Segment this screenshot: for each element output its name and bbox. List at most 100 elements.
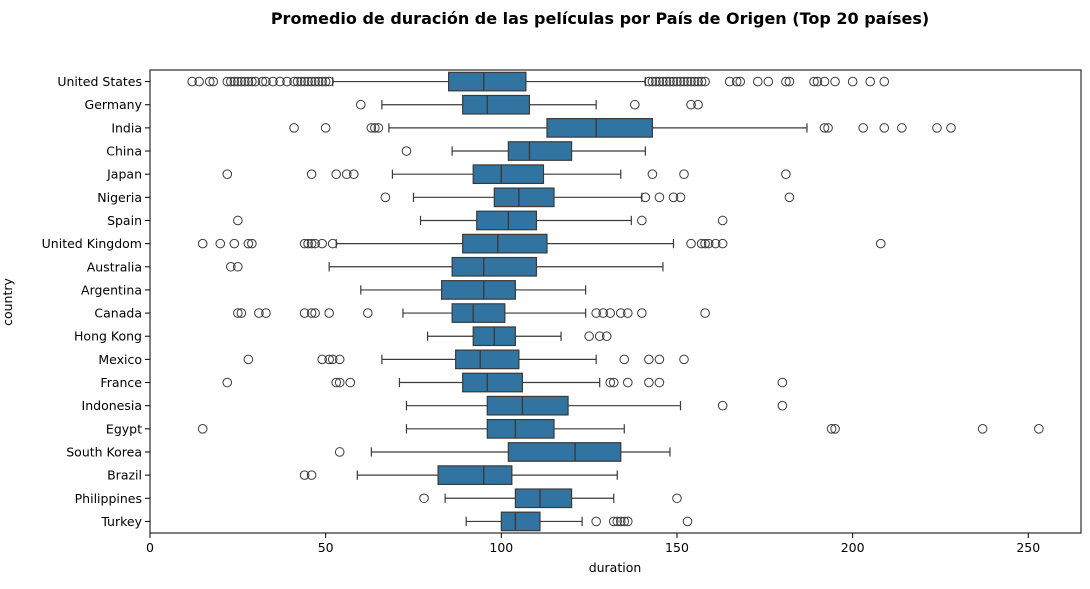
outlier-point [363, 308, 373, 318]
box-group-germany [355, 94, 703, 115]
outlier-point [229, 238, 240, 249]
y-tick-label-mexico: Mexico [98, 352, 142, 367]
outlier-point [612, 516, 623, 527]
outlier-point [594, 331, 605, 342]
outlier-point [809, 76, 819, 87]
outlier-point [289, 76, 299, 87]
box-iqr [493, 187, 555, 208]
x-tick-label: 200 [841, 540, 865, 555]
outlier-point [622, 377, 633, 388]
box-group-nigeria [380, 187, 795, 208]
x-tick-label: 250 [1016, 540, 1040, 555]
x-tick-label: 150 [665, 540, 689, 555]
outlier-point [1034, 424, 1044, 434]
outlier-point [679, 76, 689, 87]
box-group-brazil [299, 465, 618, 485]
box-group-turkey [465, 511, 693, 532]
outlier-point [233, 261, 243, 272]
y-tick-label-germany: Germany [85, 97, 143, 112]
outlier-point [373, 123, 384, 133]
outlier-point [693, 76, 703, 87]
outlier-point [668, 192, 679, 203]
outlier-point [306, 238, 317, 249]
outlier-point [700, 76, 710, 87]
outlier-point [946, 123, 956, 133]
outlier-point [777, 377, 788, 388]
box-group-hong-kong [426, 326, 612, 347]
y-tick-label-united-states: United States [57, 74, 142, 89]
outlier-point [977, 424, 988, 434]
outlier-point [605, 377, 616, 388]
outlier-point [752, 76, 763, 87]
box-iqr [472, 164, 545, 185]
y-tick-label-nigeria: Nigeria [97, 190, 142, 205]
y-tick-label-japan: Japan [106, 167, 142, 182]
outlier-point [644, 377, 654, 388]
outlier-point [222, 76, 233, 87]
outlier-point [320, 76, 331, 87]
outlier-point [306, 470, 317, 480]
outlier-point [784, 192, 795, 203]
outlier-point [243, 354, 254, 365]
outlier-point [334, 377, 345, 388]
box-iqr [451, 303, 506, 323]
outlier-point [675, 192, 686, 203]
outlier-point [826, 424, 837, 434]
outlier-point [686, 238, 696, 249]
outlier-point [700, 238, 710, 249]
outlier-point [233, 215, 243, 226]
outlier-point [679, 169, 689, 179]
plot-frame [149, 69, 1082, 534]
outlier-point [731, 76, 742, 87]
outlier-point [784, 76, 795, 87]
outlier-point [317, 76, 327, 87]
y-tick-label-canada: Canada [94, 306, 142, 321]
outlier-point [644, 76, 654, 87]
outlier-point [647, 169, 658, 179]
outlier-point [327, 354, 338, 365]
y-tick-label-china: China [106, 144, 142, 159]
outlier-point [619, 354, 630, 365]
outlier-point [292, 76, 303, 87]
box-iqr [546, 118, 653, 138]
outlier-point [654, 192, 665, 203]
outlier-point [591, 308, 601, 318]
outlier-point [327, 238, 338, 249]
box-iqr [486, 395, 569, 416]
outlier-point [584, 331, 594, 342]
box-iqr [507, 141, 573, 161]
outlier-point [644, 354, 654, 365]
outlier-point [658, 76, 668, 87]
outlier-point [830, 424, 840, 434]
axes: United States Germany India China Japan Niger… [42, 69, 1082, 555]
outlier-point [682, 516, 693, 527]
box-group-united-kingdom [197, 233, 886, 254]
outlier-point [194, 76, 204, 87]
box-group-japan [222, 164, 791, 185]
outlier-point [717, 215, 728, 226]
outlier-point [348, 169, 359, 179]
x-tick-label: 50 [318, 540, 334, 555]
outlier-point [317, 238, 327, 249]
x-tick-label: 0 [146, 540, 154, 555]
outlier-point [823, 123, 833, 133]
outlier-point [331, 169, 342, 179]
box-group-india [289, 118, 956, 138]
box-iqr [462, 233, 548, 254]
outlier-point [204, 76, 215, 87]
y-tick-label-hong-kong: Hong Kong [74, 329, 142, 344]
outlier-point [197, 424, 208, 434]
outlier-point [303, 238, 313, 249]
outlier-point [781, 76, 791, 87]
box-group-china [401, 141, 646, 161]
outlier-point [879, 76, 890, 87]
y-axis-label: country [0, 278, 15, 326]
box-iqr [514, 488, 573, 509]
outlier-point [665, 76, 675, 87]
box-group-indonesia [405, 395, 788, 416]
box-iqr [451, 256, 538, 277]
outlier-point [703, 238, 714, 249]
outlier-point [679, 354, 689, 365]
outlier-point [777, 400, 788, 411]
outlier-point [717, 238, 728, 249]
